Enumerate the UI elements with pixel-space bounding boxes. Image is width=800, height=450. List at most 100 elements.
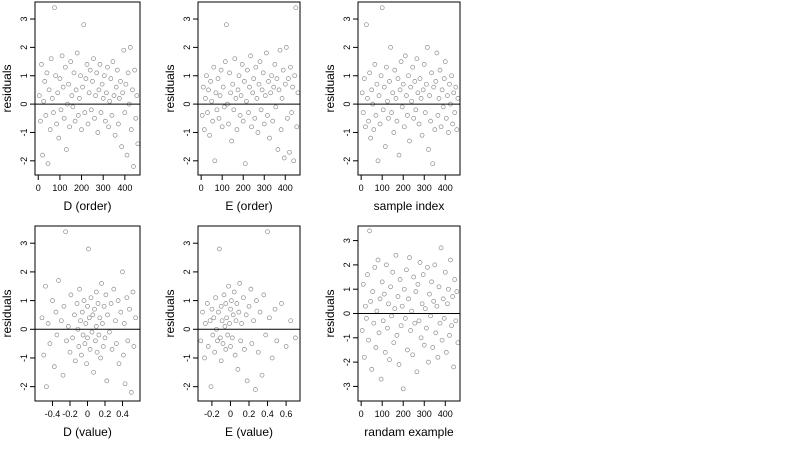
data-point <box>269 355 275 361</box>
data-point <box>380 318 386 324</box>
data-point <box>275 147 281 152</box>
data-point <box>266 79 271 84</box>
data-point <box>382 350 388 355</box>
data-point <box>415 90 421 96</box>
data-point <box>233 318 239 324</box>
data-point <box>85 303 90 309</box>
data-point <box>104 90 109 96</box>
data-point <box>387 79 392 84</box>
data-point <box>213 295 218 301</box>
data-point <box>211 64 217 70</box>
data-point <box>103 292 109 298</box>
data-point <box>44 70 50 76</box>
data-point <box>385 325 390 331</box>
data-point <box>366 337 371 343</box>
data-point <box>368 298 373 304</box>
data-point <box>288 318 294 324</box>
data-point <box>369 87 375 93</box>
data-point <box>433 79 439 84</box>
data-point <box>65 324 71 329</box>
data-point <box>454 289 460 294</box>
data-point <box>207 132 212 138</box>
data-point <box>401 286 407 292</box>
y-axis-label: residuals <box>323 289 337 337</box>
y-tick-label: 1 <box>182 298 192 303</box>
data-point <box>220 84 226 90</box>
data-point <box>377 121 383 127</box>
data-point <box>203 96 208 101</box>
data-point <box>96 87 102 93</box>
data-point <box>450 121 455 127</box>
data-point <box>91 369 96 375</box>
data-point <box>405 347 410 353</box>
data-point <box>418 96 424 101</box>
plot-frame <box>197 225 301 402</box>
data-point <box>414 369 420 375</box>
data-point <box>422 306 428 311</box>
x-tick-label: -0.2 <box>62 409 78 419</box>
data-point <box>102 335 108 341</box>
y-tick-label: 2 <box>182 269 192 274</box>
data-point <box>223 347 229 352</box>
data-point <box>386 115 391 121</box>
data-point <box>208 384 214 390</box>
data-point <box>376 93 382 98</box>
data-point <box>436 96 442 101</box>
data-point <box>429 70 434 76</box>
data-point <box>224 315 230 321</box>
data-point <box>244 378 250 384</box>
data-point <box>94 70 100 76</box>
data-point <box>255 130 261 135</box>
data-point <box>42 79 48 84</box>
data-point <box>215 76 221 81</box>
data-point <box>425 45 430 50</box>
data-point <box>251 318 256 324</box>
data-point <box>208 79 213 84</box>
data-point <box>212 349 218 355</box>
panel-5: -0.2 0 0.2 0.4 0.6 -2 -1 0 1 2 3 E (value) residuals <box>163 225 301 439</box>
data-point <box>371 127 377 132</box>
data-point <box>279 96 285 101</box>
x-axis-label: E (value) <box>225 425 273 439</box>
data-point <box>248 53 253 59</box>
data-point <box>267 315 272 321</box>
data-point <box>408 84 413 90</box>
data-point <box>242 347 247 352</box>
data-point <box>81 298 87 303</box>
data-point <box>45 321 51 326</box>
data-point <box>371 320 377 326</box>
data-point <box>225 101 230 107</box>
data-point <box>439 337 445 343</box>
data-point <box>417 260 423 265</box>
data-point <box>431 298 437 304</box>
x-tick-label: 300 <box>257 183 272 193</box>
data-point <box>399 303 405 309</box>
x-tick-label: 0.4 <box>116 409 129 419</box>
data-point <box>99 81 105 87</box>
data-point <box>226 121 231 127</box>
data-point <box>426 147 431 152</box>
data-point <box>70 335 75 341</box>
data-point <box>390 269 396 275</box>
data-point <box>267 135 272 141</box>
data-point <box>416 318 422 324</box>
data-point <box>229 138 234 144</box>
data-point <box>359 90 365 96</box>
data-point <box>86 246 91 252</box>
data-point <box>374 308 380 314</box>
data-point <box>409 308 414 314</box>
data-point <box>361 76 367 81</box>
data-point <box>398 59 404 64</box>
data-point <box>431 84 437 90</box>
data-point <box>234 301 240 306</box>
data-point <box>389 110 394 115</box>
data-point <box>88 107 94 113</box>
data-point <box>288 64 293 70</box>
data-point <box>127 306 132 312</box>
data-point <box>386 301 391 307</box>
data-point <box>258 107 264 113</box>
data-point <box>205 344 211 349</box>
y-tick-label: 0 <box>19 327 29 332</box>
data-point <box>373 113 379 118</box>
x-tick-label: 300 <box>417 183 432 193</box>
